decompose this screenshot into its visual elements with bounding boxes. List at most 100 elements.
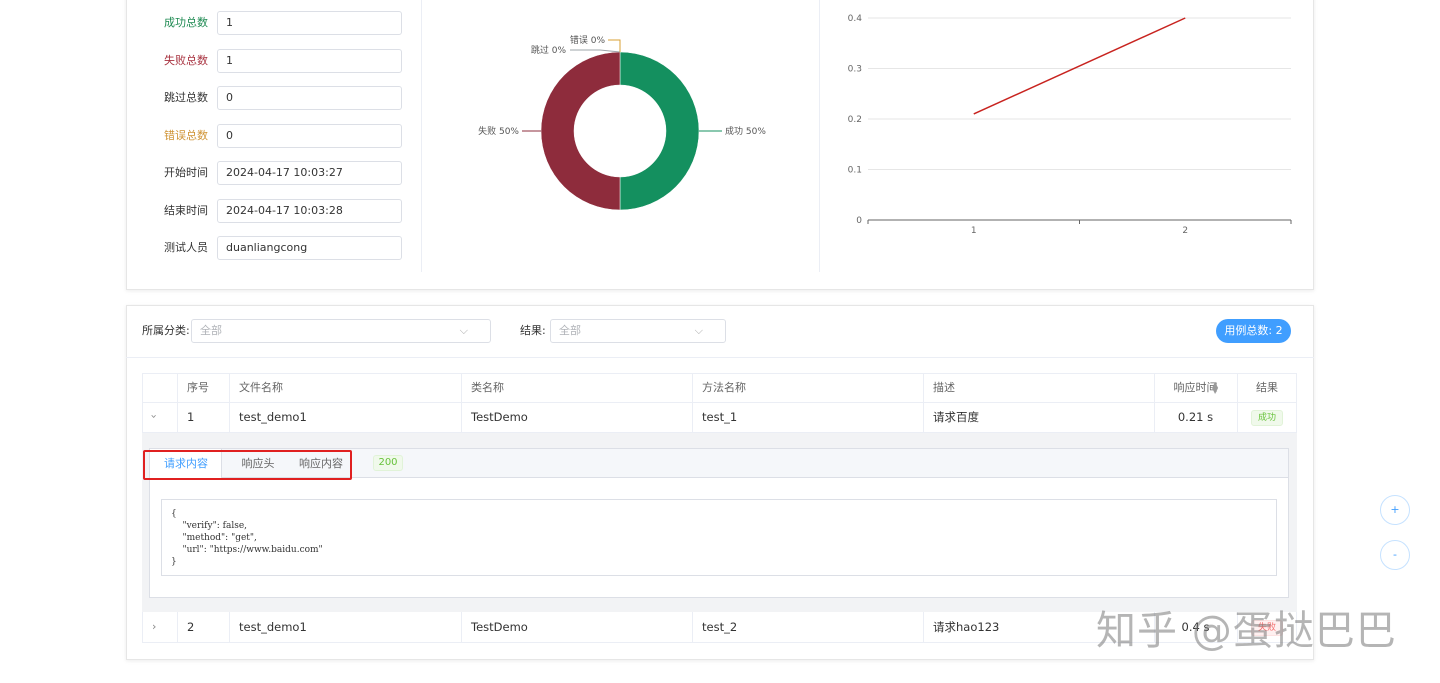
pie-label-value: 0%: [552, 46, 567, 56]
col-divider: [1154, 373, 1155, 403]
col-divider: [692, 612, 693, 643]
col-divider: [1237, 612, 1238, 643]
col-divider: [229, 402, 230, 433]
line-series: [973, 17, 1186, 115]
result-tag: 成功: [1251, 410, 1283, 426]
field-value: 0: [217, 123, 402, 148]
pie-label-category: 失败: [478, 125, 496, 137]
field-label: 错误总数: [164, 128, 208, 142]
field-value: 2024-04-17 10:03:28: [217, 198, 402, 223]
select-value: 全部: [200, 324, 222, 337]
pie-label-value: 0%: [591, 36, 606, 46]
field-label: 结束时间: [164, 203, 208, 217]
col-divider: [1154, 612, 1155, 643]
divider: [421, 0, 422, 272]
pie-label-category: 跳过: [531, 44, 549, 56]
table-cell: TestDemo: [471, 410, 528, 424]
col-divider: [692, 373, 693, 403]
pie-label-category: 成功: [725, 125, 743, 137]
pie-label: 成功 50%: [725, 125, 766, 137]
col-divider: [461, 402, 462, 433]
table-header: 描述: [933, 381, 955, 394]
field-value: 1: [217, 48, 402, 73]
tab[interactable]: 请求内容: [164, 457, 208, 470]
table-cell: 请求hao123: [933, 620, 1000, 634]
table-header: 文件名称: [239, 381, 283, 394]
code-box: { "verify": false, "method": "get", "url…: [161, 499, 1277, 576]
field-label: 跳过总数: [164, 91, 208, 104]
result-select[interactable]: 全部 ⌵: [550, 319, 726, 343]
col-divider: [461, 612, 462, 643]
result-tag: 失败: [1251, 620, 1283, 636]
code-line: "method": "get",: [171, 533, 257, 543]
field-label: 开始时间: [164, 166, 208, 179]
watermark: 知乎 @蛋挞巴巴: [1096, 608, 1397, 654]
category-select[interactable]: 全部 ⌵: [191, 319, 491, 343]
table-cell: 请求百度: [933, 410, 979, 424]
pie-label: 失败 50%: [478, 125, 519, 137]
leader-line: [608, 39, 621, 52]
col-divider: [923, 612, 924, 643]
field-value: 0: [217, 86, 402, 110]
table-header: 响应时间: [1173, 381, 1218, 394]
code-line: "verify": false,: [171, 521, 248, 531]
col-divider: [229, 373, 230, 403]
table-cell: test_demo1: [239, 410, 307, 424]
table-header-bg: [142, 373, 1297, 403]
pie-slice: [540, 51, 621, 211]
filter-label: 结果:: [520, 324, 546, 337]
pie-label-category: 错误: [570, 34, 588, 46]
table-cell: 0.21 s: [1177, 410, 1214, 424]
col-divider: [177, 373, 178, 403]
total-button[interactable]: 用例总数: 2: [1216, 319, 1291, 343]
code: { "verify": false, "method": "get", "url…: [171, 508, 1276, 568]
tab[interactable]: 响应内容: [299, 457, 343, 470]
table-cell: test_demo1: [239, 620, 307, 634]
y-tick-label: 0: [856, 216, 862, 226]
highlight-box: [143, 450, 352, 480]
sort-icon: ▲ ▼: [1212, 380, 1219, 395]
y-tick-label: 0.1: [848, 166, 862, 176]
field-value: 1: [217, 11, 402, 35]
col-divider: [1237, 373, 1238, 403]
table-row: [142, 612, 1297, 643]
field-value: 2024-04-17 10:03:27: [217, 161, 402, 185]
pie-label-value: 50%: [499, 127, 519, 137]
table-cell: 2: [187, 620, 195, 634]
pie-label-value: 50%: [746, 127, 766, 137]
code-line: {: [171, 509, 177, 519]
table-cell: test_2: [702, 620, 738, 634]
field-label: 测试人员: [164, 241, 208, 254]
table-cell: 0.4 s: [1181, 620, 1210, 634]
col-divider: [1237, 402, 1238, 433]
side-button[interactable]: +: [1380, 495, 1410, 525]
tab-active-bg: [150, 449, 222, 479]
col-divider: [177, 612, 178, 643]
expand-toggle[interactable]: ›: [152, 620, 157, 633]
divider: [126, 357, 1314, 358]
expand-toggle[interactable]: ›: [147, 414, 161, 419]
col-divider: [229, 612, 230, 643]
table-header: 结果: [1256, 381, 1278, 394]
field-value: duanliangcong: [217, 236, 402, 260]
field-label: 成功总数: [164, 16, 208, 29]
side-button[interactable]: -: [1380, 540, 1410, 570]
status-tag: 200: [373, 455, 403, 471]
pie-label: 错误 0%: [570, 34, 606, 46]
col-divider: [177, 402, 178, 433]
tab[interactable]: 响应头: [241, 457, 275, 470]
col-divider: [461, 373, 462, 403]
col-divider: [923, 402, 924, 433]
leader-line: [570, 49, 621, 53]
col-divider: [692, 402, 693, 433]
y-tick-label: 0.3: [848, 65, 862, 75]
table-header: 序号: [187, 381, 209, 394]
x-tick-label: 1: [971, 226, 977, 236]
select-value: 全部: [559, 324, 581, 337]
table-header: 方法名称: [702, 381, 746, 394]
pie-slice: [619, 51, 700, 211]
table-header: 类名称: [471, 381, 504, 394]
code-line: }: [171, 557, 177, 567]
